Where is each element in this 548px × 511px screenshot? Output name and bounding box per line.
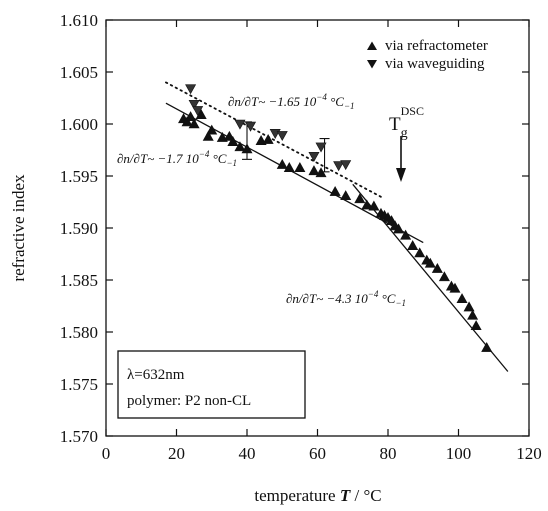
refractometer-point [354, 193, 366, 204]
refractometer-point [315, 167, 327, 178]
refractometer-point [340, 190, 352, 201]
tg-arrow-head [396, 168, 406, 182]
refractometer-point [185, 111, 197, 122]
refractometer-point [188, 118, 200, 129]
legend-marker-down [367, 60, 377, 69]
waveguiding-point [185, 84, 197, 95]
refractometer-point [361, 199, 373, 210]
refractometer-point [294, 162, 306, 172]
y-axis-title: refractive index [9, 174, 28, 282]
annotation-waveguiding-slope: ∂n/∂T~ −1.65 10−4 °C−1 [228, 92, 355, 111]
refractometer-point [206, 124, 218, 135]
refractometer-point [241, 143, 253, 154]
x-tick-label: 60 [309, 444, 326, 463]
refractometer-point [481, 341, 493, 352]
x-tick-label: 100 [446, 444, 472, 463]
waveguiding-point [315, 142, 327, 153]
refractometer-point [234, 141, 246, 152]
y-tick-label: 1.610 [60, 11, 98, 30]
legend-label-waveguiding: via waveguiding [385, 56, 485, 72]
waveguiding-point [192, 106, 204, 117]
refractometer-point [470, 320, 482, 331]
refractometer-point [227, 136, 239, 146]
info-box-polymer: polymer: P2 non-CL [127, 393, 251, 409]
refractometer-point [181, 116, 193, 127]
legend: via refractometer via waveguiding [367, 38, 488, 72]
fit-lines [165, 81, 509, 372]
refractometer-point [414, 247, 426, 258]
refractometer-point [393, 223, 405, 234]
refractometer-point [438, 271, 450, 282]
refractometer-point [400, 229, 412, 240]
y-tick-label: 1.580 [60, 323, 98, 342]
refractometer-point [262, 133, 274, 144]
legend-item-waveguiding: via waveguiding [367, 56, 485, 72]
tg-marker: TgDSC [389, 104, 424, 182]
refractometer-point [449, 282, 461, 293]
info-box: λ=632nm polymer: P2 non-CL [117, 350, 306, 419]
waveguiding-point [245, 121, 257, 132]
waveguiding-point [276, 131, 288, 142]
x-tick-label: 40 [239, 444, 256, 463]
waveguiding-point [308, 151, 320, 162]
refractometer-point [456, 293, 468, 304]
refractometer-point [276, 158, 288, 169]
fit-line-dotted [165, 81, 382, 198]
waveguiding-point [234, 119, 246, 130]
y-tick-label: 1.600 [60, 115, 98, 134]
waveguiding-point [333, 161, 345, 172]
info-box-wavelength: λ=632nm [127, 367, 185, 383]
y-tick-label: 1.605 [60, 63, 98, 82]
y-tick-label: 1.590 [60, 219, 98, 238]
legend-label-refractometer: via refractometer [385, 38, 488, 54]
refractometer-point [424, 257, 436, 268]
refractometer-point [329, 185, 341, 196]
y-tick-label: 1.570 [60, 427, 98, 446]
tg-label: TgDSC [389, 104, 424, 141]
info-box-frame [117, 350, 306, 419]
fit-line [352, 183, 509, 372]
legend-item-refractometer: via refractometer [367, 38, 488, 54]
y-axis: 1.570 1.575 1.580 1.585 1.590 1.595 1.600 1.605… [60, 11, 529, 446]
legend-marker-up [367, 41, 377, 50]
refractometer-point [463, 301, 475, 312]
refractometer-point [431, 262, 443, 273]
waveguiding-point [188, 99, 200, 110]
refractometer-point [467, 309, 479, 320]
x-tick-label: 20 [168, 444, 185, 463]
refractometer-point [308, 165, 320, 176]
x-tick-label: 120 [516, 444, 542, 463]
waveguiding-point [340, 160, 352, 171]
y-tick-label: 1.575 [60, 375, 98, 394]
data-points [178, 84, 493, 352]
refractometer-point [407, 240, 419, 250]
refractometer-point [368, 200, 380, 211]
annotation-refractometer-slope: ∂n/∂T~ −1.7 10−4 °C−1 [117, 149, 237, 168]
x-tick-label: 80 [380, 444, 397, 463]
refractometer-point [283, 162, 295, 172]
x-tick-label: 0 [102, 444, 111, 463]
annotation-above-tg-slope: ∂n/∂T~ −4.3 10−4 °C−1 [286, 289, 406, 308]
y-tick-label: 1.595 [60, 167, 98, 186]
x-axis: 0 20 40 60 80 100 120 [102, 20, 542, 463]
x-axis-title: temperature T / °C [254, 486, 381, 505]
y-tick-label: 1.585 [60, 271, 98, 290]
refractometer-point [202, 130, 214, 141]
